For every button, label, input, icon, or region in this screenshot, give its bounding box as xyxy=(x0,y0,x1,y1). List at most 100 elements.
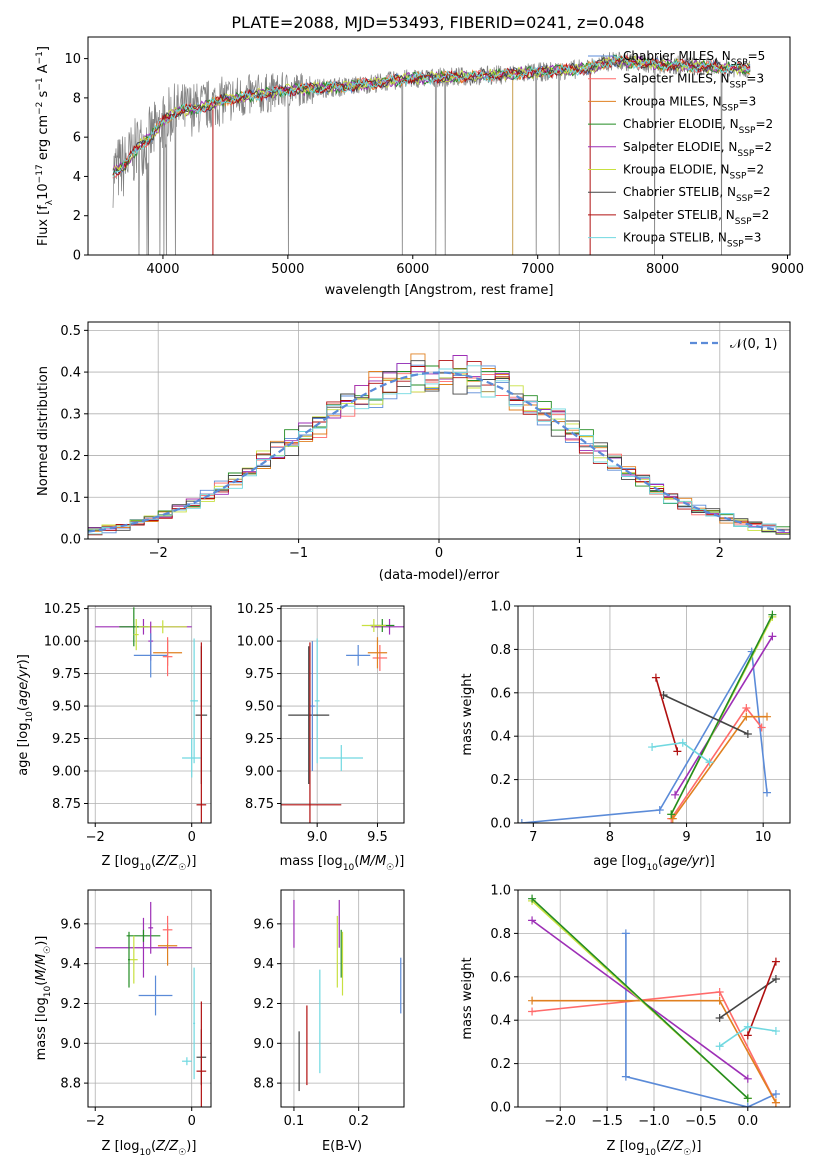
y-tick-label: 9.50 xyxy=(245,700,274,715)
y-tick-label: 9.00 xyxy=(245,765,274,780)
y-tick-label: 0 xyxy=(73,249,81,264)
axes-frame xyxy=(517,889,791,1108)
point-marker xyxy=(671,790,680,799)
axes-frame xyxy=(87,36,791,256)
x-tick-label: −2 xyxy=(149,546,168,561)
x-axis-label: Z [log10(Z/Z☉)] xyxy=(102,854,197,873)
y-tick-label: 0.6 xyxy=(490,686,511,701)
x-tick-label: 8 xyxy=(606,830,614,845)
y-tick-label: 0.8 xyxy=(490,927,511,942)
residual-histogram xyxy=(88,365,790,535)
weight-series xyxy=(670,614,774,815)
axes-frame xyxy=(517,605,791,824)
point-marker xyxy=(715,1014,724,1023)
plot-weight_vs_age xyxy=(518,610,777,823)
y-axis-label: age [log10(age/yr)] xyxy=(16,654,35,776)
legend-label: Chabrier ELODIE, NSSP=2 xyxy=(623,117,773,136)
x-tick-label: −1 xyxy=(289,546,308,561)
y-tick-label: 0.1 xyxy=(60,491,81,506)
y-tick-label: 0.5 xyxy=(60,324,81,339)
point-marker xyxy=(768,610,777,619)
y-tick-label: 0.2 xyxy=(490,773,511,788)
y-tick-label: 8.8 xyxy=(253,1077,274,1092)
y-tick-label: 9.75 xyxy=(245,667,274,682)
y-tick-label: 1.0 xyxy=(490,600,511,615)
y-axis-label: mass [log10(M/M☉)] xyxy=(34,936,53,1061)
axes-age_vs_Z: −2 0 8.75 9.00 9.25 9.50 9.75 10.00 10.25 Z [log1… xyxy=(16,602,212,873)
point-marker xyxy=(743,1094,752,1103)
axes-age_vs_mass: 9.0 9.5 8.75 9.00 9.25 9.50 9.75 10.00 10.25 mass… xyxy=(237,602,405,873)
point-marker xyxy=(742,703,751,712)
y-tick-label: 9.6 xyxy=(60,917,81,932)
x-axis-label: mass [log10(M/M☉)] xyxy=(280,854,405,873)
y-tick-label: 9.25 xyxy=(52,732,81,747)
y-tick-label: 8 xyxy=(73,91,81,106)
legend-label: Kroupa STELIB, NSSP=3 xyxy=(623,231,761,250)
x-tick-label: −2 xyxy=(86,830,105,845)
x-tick-label: 8000 xyxy=(646,262,679,277)
x-tick-label: 9 xyxy=(682,830,690,845)
axes-frame xyxy=(280,889,405,1108)
axes-mass_vs_Z: −2 0 8.8 9.0 9.2 9.4 9.6 Z [log10(Z/Z☉)] mass [l… xyxy=(34,889,212,1158)
plot-residuals xyxy=(88,353,790,537)
y-tick-label: 9.50 xyxy=(52,700,81,715)
point-marker xyxy=(621,1072,630,1081)
x-tick-label: 0.0 xyxy=(737,1114,758,1129)
x-tick-label: −1.5 xyxy=(591,1114,623,1129)
x-tick-label: 9.5 xyxy=(367,830,388,845)
y-tick-label: 8.75 xyxy=(52,797,81,812)
y-tick-label: 10.25 xyxy=(237,602,274,617)
x-tick-label: −2.0 xyxy=(544,1114,576,1129)
normal-curve xyxy=(88,371,790,533)
legend-label: Salpeter MILES, NSSP=3 xyxy=(623,72,764,91)
x-tick-label: 4000 xyxy=(146,262,179,277)
weight-series xyxy=(747,961,777,1036)
axes-weight_vs_Z: −2.0 −1.5 −1.0 −0.5 0.0 0.0 0.2 0.4 0.6 0.8 1.0 Z [… xyxy=(460,884,791,1158)
axes-spectrum: 4000 5000 6000 7000 8000 9000 0 2 4 6 8 10 wavelengt… xyxy=(35,36,804,298)
weight-series xyxy=(655,677,679,752)
x-tick-label: 0 xyxy=(435,546,443,561)
y-axis-label: mass weight xyxy=(460,957,475,1039)
x-tick-label: 10 xyxy=(755,830,772,845)
point-marker xyxy=(743,1022,752,1031)
plot-mass_vs_Z xyxy=(95,901,207,1107)
plot-age_vs_Z xyxy=(95,607,208,823)
point-marker xyxy=(743,1103,752,1107)
point-marker xyxy=(743,730,752,739)
weight-series xyxy=(625,933,777,1107)
x-tick-label: 0 xyxy=(188,1114,196,1129)
x-tick-label: −1.0 xyxy=(638,1114,670,1129)
y-tick-label: 10.25 xyxy=(44,602,81,617)
point-marker xyxy=(771,1098,780,1107)
point-marker xyxy=(771,1027,780,1036)
y-tick-label: 1.0 xyxy=(490,884,511,899)
y-tick-label: 0.0 xyxy=(490,1101,511,1116)
y-tick-label: 8.75 xyxy=(245,797,274,812)
y-tick-label: 8.8 xyxy=(60,1077,81,1092)
y-tick-label: 9.2 xyxy=(253,997,274,1012)
y-tick-label: 0.4 xyxy=(60,366,81,381)
y-tick-label: 9.75 xyxy=(52,667,81,682)
point-marker xyxy=(678,738,687,747)
legend-label: Kroupa ELODIE, NSSP=2 xyxy=(623,163,764,182)
y-tick-label: 0.0 xyxy=(490,817,511,832)
y-tick-label: 10 xyxy=(64,52,81,67)
y-axis-label: Normed distribution xyxy=(36,366,51,496)
plot-age_vs_mass xyxy=(281,618,404,823)
point-marker xyxy=(771,1089,780,1098)
x-axis-label: (data-model)/error xyxy=(379,568,500,583)
x-tick-label: 2 xyxy=(716,546,724,561)
axes-frame xyxy=(87,321,791,540)
y-tick-label: 0.0 xyxy=(60,533,81,548)
axes-frame xyxy=(280,605,405,824)
y-tick-label: 6 xyxy=(73,131,81,146)
point-marker xyxy=(715,1042,724,1051)
point-marker xyxy=(715,987,724,996)
weight-series xyxy=(674,635,774,796)
axes-frame xyxy=(87,889,212,1108)
point-marker xyxy=(673,747,682,756)
y-tick-label: 9.00 xyxy=(52,765,81,780)
model-series xyxy=(112,55,751,178)
point-marker xyxy=(528,894,537,903)
y-tick-label: 0.4 xyxy=(490,730,511,745)
